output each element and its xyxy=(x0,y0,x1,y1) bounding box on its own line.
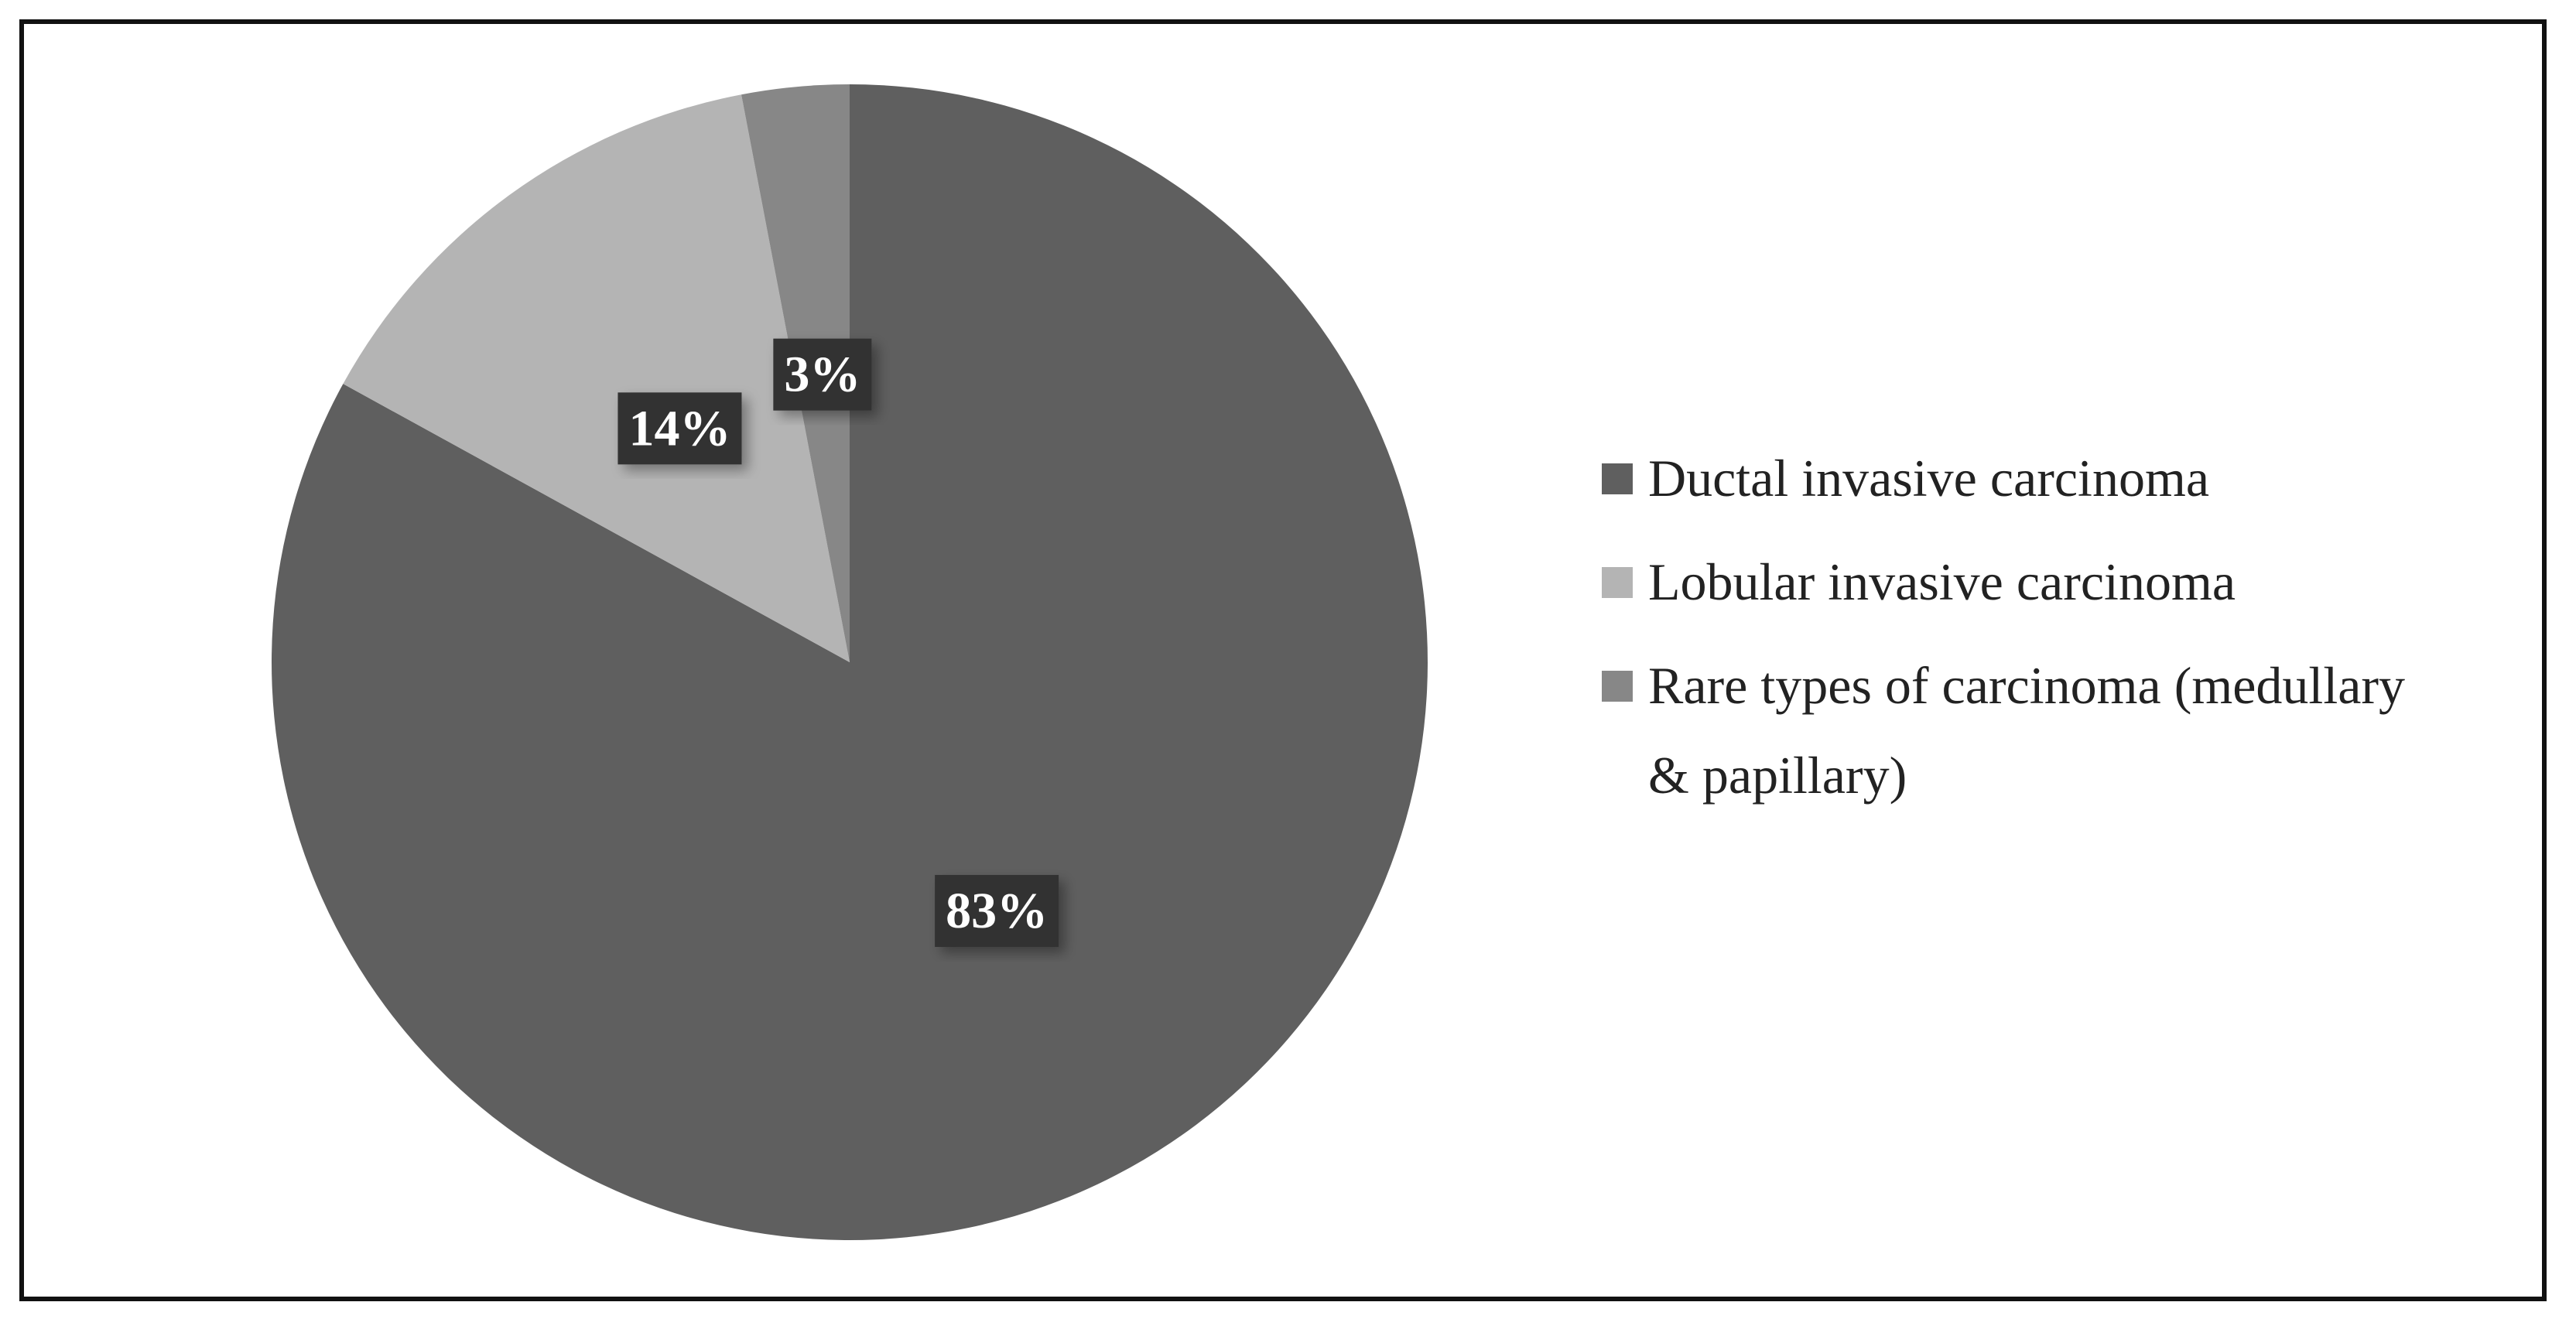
pie-slice xyxy=(271,84,1428,1240)
legend-swatch xyxy=(1602,671,1633,702)
legend-label: Ductal invasive carcinoma xyxy=(1648,449,2210,508)
legend-label: Rare types of carcinoma (medullary & pap… xyxy=(1648,656,2406,805)
data-label-box xyxy=(617,392,742,465)
data-label-box xyxy=(935,874,1059,947)
data-label-group: 14% xyxy=(617,392,742,465)
data-label: 14% xyxy=(628,400,730,456)
chart-frame xyxy=(19,19,2547,1301)
data-label-group: 3% xyxy=(773,338,872,411)
data-label-box xyxy=(773,338,872,411)
legend-swatch xyxy=(1602,567,1633,598)
legend-item: Lobular invasive carcinoma xyxy=(1602,537,2414,627)
legend-item: Ductal invasive carcinoma xyxy=(1602,433,2414,523)
data-label: 83% xyxy=(946,883,1048,939)
data-label-group: 83% xyxy=(935,874,1059,947)
legend: Ductal invasive carcinoma Lobular invasiv… xyxy=(1602,433,2414,834)
legend-item: Rare types of carcinoma (medullary & pap… xyxy=(1602,641,2414,820)
legend-label: Lobular invasive carcinoma xyxy=(1648,552,2236,611)
legend-swatch xyxy=(1602,463,1633,494)
pie-slice xyxy=(343,94,850,662)
data-label: 3% xyxy=(784,347,860,403)
